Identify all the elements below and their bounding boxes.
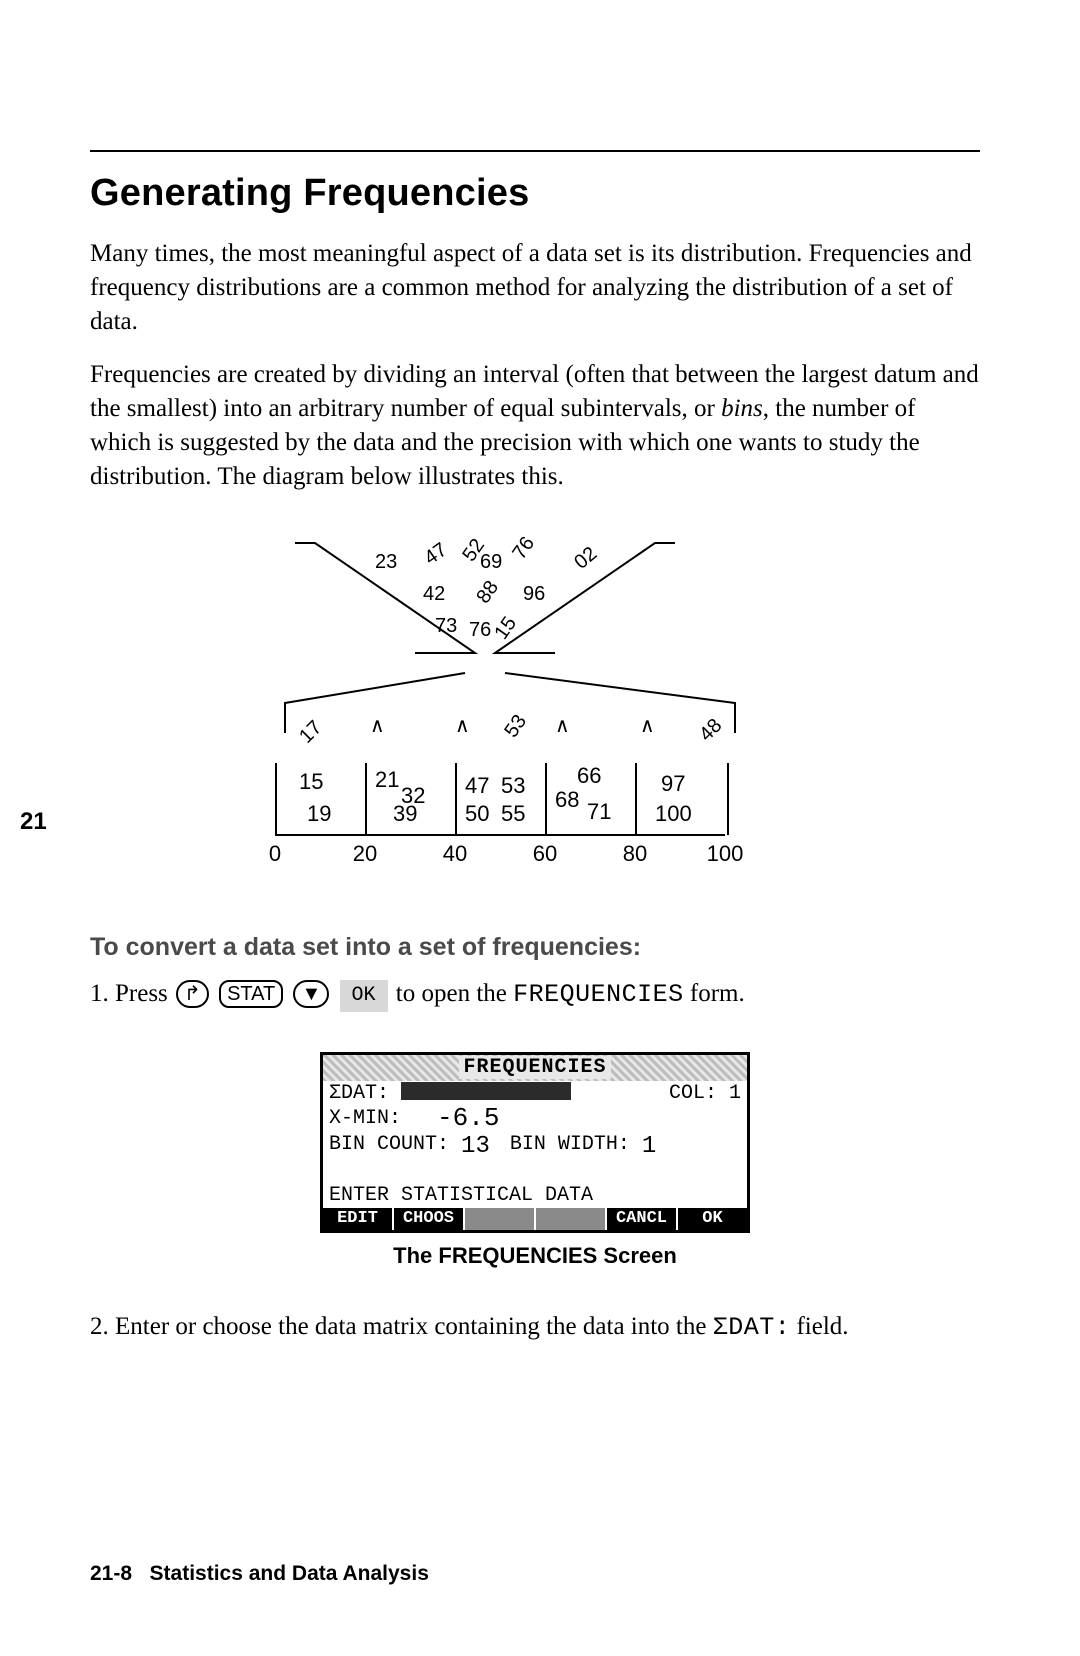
axis-tick-label: 80 (623, 841, 647, 867)
softkey-ok: OK (678, 1208, 747, 1230)
spread-marker: 17 (300, 721, 322, 744)
form-title: FREQUENCIES (459, 1056, 610, 1079)
step1-mid: to open the (396, 980, 513, 1007)
bin-cell: 47 53 50 55 (455, 763, 547, 835)
bincount-label: BIN COUNT: (329, 1133, 449, 1161)
form-title-bar: FREQUENCIES (323, 1055, 747, 1081)
axis-tick-label: 100 (707, 841, 744, 867)
bin-value: 100 (655, 801, 692, 827)
bin-value: 50 (465, 801, 489, 827)
funnel-datum: 23 (375, 551, 397, 574)
funnel-datum: 88 (477, 581, 499, 604)
bin-value: 66 (577, 763, 601, 789)
bin-value: 21 (375, 767, 399, 793)
funnel-datum: 42 (423, 583, 445, 606)
spread-marker: 53 (505, 715, 527, 738)
bin-value: 15 (299, 769, 323, 795)
step-1: 1. Press ↱ STAT ▼ OK to open the FREQUEN… (90, 976, 980, 1012)
softkey-cancl: CANCL (607, 1208, 678, 1230)
axis-tick-label: 60 (533, 841, 557, 867)
top-rule (90, 150, 980, 152)
chapter-side-number: 21 (20, 808, 47, 836)
funnel-datum: 15 (495, 617, 517, 640)
spread-marker: ∧ (555, 713, 570, 738)
spread-marker: 48 (700, 719, 722, 742)
sdat-field (401, 1082, 571, 1100)
xmin-label: X-MIN: (329, 1107, 401, 1130)
step1-prefix: 1. Press (90, 980, 174, 1007)
ok-softkey: OK (340, 980, 388, 1012)
footer-chapter-title: Statistics and Data Analysis (150, 1562, 429, 1585)
spread-marker: ∧ (455, 713, 470, 738)
page-footer: 21-8 Statistics and Data Analysis (90, 1562, 429, 1586)
step1-form-name: FREQUENCIES (513, 980, 684, 1009)
funnel-datum: 69 (480, 551, 502, 574)
softkey-blank (465, 1208, 536, 1230)
intro-paragraph-1: Many times, the most meaningful aspect o… (90, 237, 980, 338)
term-bins: bins (721, 395, 763, 422)
softkey-choos: CHOOS (394, 1208, 465, 1230)
spread-marker: ∧ (640, 713, 655, 738)
step2-field: ΣDAT: (713, 1313, 791, 1342)
col-value: 1 (729, 1082, 741, 1105)
binwidth-value: 1 (642, 1133, 656, 1161)
step2-prefix: 2. Enter or choose the data matrix conta… (90, 1313, 713, 1340)
xmin-value: -6.5 (437, 1107, 499, 1130)
bin-cell: 213239 (365, 763, 457, 835)
bin-value: 97 (661, 771, 685, 797)
shift-key-icon: ↱ (176, 980, 209, 1008)
bin-cell: 97100 (635, 763, 729, 835)
axis-tick-label: 40 (443, 841, 467, 867)
frequencies-form: FREQUENCIES ΣDAT: COL: 1 X-MIN: -6.5 BIN… (320, 1052, 750, 1233)
softkey-edit: EDIT (323, 1208, 394, 1230)
bin-cell: 1519 (275, 763, 367, 835)
col-label: COL: (669, 1082, 717, 1105)
intro-paragraph-2: Frequencies are created by dividing an i… (90, 358, 980, 493)
step1-suffix: form. (684, 980, 745, 1007)
footer-page-number: 21-8 (90, 1562, 132, 1585)
calculator-screenshot: FREQUENCIES ΣDAT: COL: 1 X-MIN: -6.5 BIN… (320, 1052, 750, 1269)
bin-value: 53 (501, 773, 525, 799)
bin-value: 19 (307, 801, 331, 827)
bincount-value: 13 (461, 1133, 490, 1161)
bin-value: 55 (501, 801, 525, 827)
row-spacer (323, 1161, 747, 1183)
funnel-datum: 73 (435, 615, 457, 638)
sdat-label: ΣDAT: (329, 1082, 389, 1105)
softkey-blank (536, 1208, 607, 1230)
funnel-datum: 76 (469, 619, 491, 642)
section-heading: Generating Frequencies (90, 172, 980, 215)
row-sdat: ΣDAT: COL: 1 (323, 1081, 747, 1106)
bin-value: 39 (393, 801, 417, 827)
stat-key: STAT (219, 980, 283, 1008)
prompt-text: ENTER STATISTICAL DATA (329, 1184, 593, 1207)
funnel-datum: 96 (523, 583, 545, 606)
funnel-datum: 02 (575, 547, 597, 570)
funnel-datum: 47 (425, 543, 447, 566)
bin-value: 71 (587, 799, 611, 825)
page-content: Generating Frequencies Many times, the m… (90, 150, 980, 1355)
spread-marker: ∧ (370, 713, 385, 738)
axis-tick-label: 20 (353, 841, 377, 867)
row-xmin: X-MIN: -6.5 (323, 1106, 747, 1131)
funnel-datum: 76 (513, 537, 535, 560)
row-bins: BIN COUNT: 13 BIN WIDTH: 1 (323, 1132, 747, 1162)
bin-value: 68 (555, 787, 579, 813)
screenshot-caption: The FREQUENCIES Screen (320, 1243, 750, 1269)
softkey-row: EDITCHOOS CANCLOK (323, 1208, 747, 1230)
bin-value: 47 (465, 773, 489, 799)
axis-tick-label: 0 (269, 841, 281, 867)
bin-cell: 6668 71 (545, 763, 637, 835)
step2-suffix: field. (790, 1313, 848, 1340)
step-2: 2. Enter or choose the data matrix conta… (90, 1309, 980, 1345)
frequency-funnel-diagram: 23475269760242889673761517∧∧53∧∧48151921… (255, 533, 815, 873)
row-prompt: ENTER STATISTICAL DATA (323, 1183, 747, 1208)
procedure-subheading: To convert a data set into a set of freq… (90, 933, 980, 962)
down-key-icon: ▼ (293, 980, 329, 1008)
binwidth-label: BIN WIDTH: (510, 1133, 630, 1161)
